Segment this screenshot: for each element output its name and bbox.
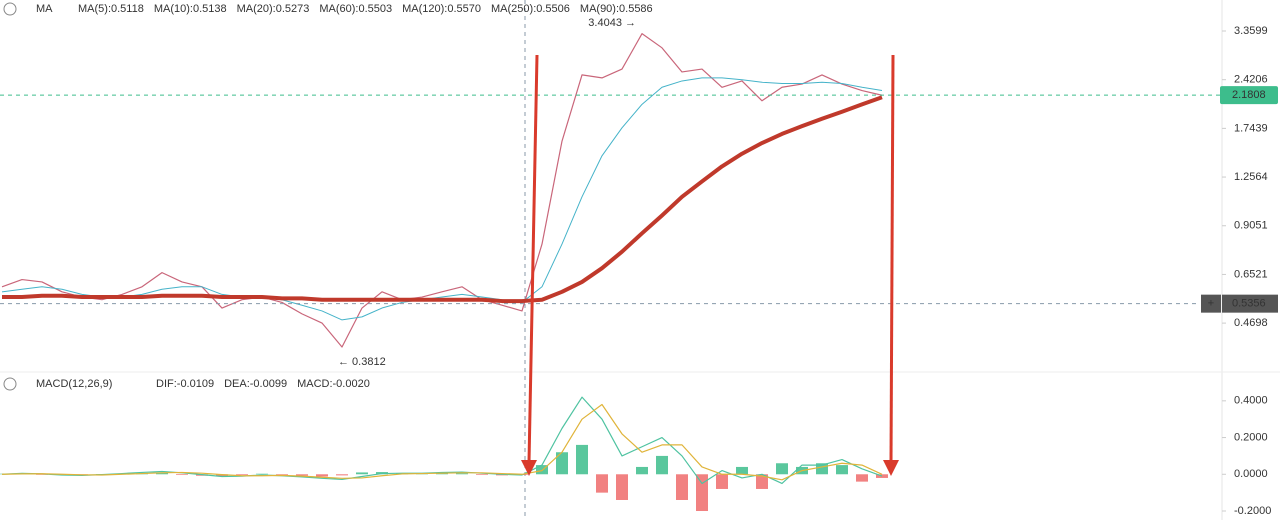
legend-item: MA(60):0.5503 — [319, 3, 392, 15]
histogram-bar — [736, 466, 748, 475]
legend-item: MA(5):0.5118 — [78, 3, 144, 15]
histogram-bar — [696, 474, 708, 512]
histogram-bar — [276, 474, 288, 476]
series-line — [1, 33, 883, 348]
histogram-bar — [296, 474, 308, 476]
series-line — [1, 396, 883, 485]
legend-item: MACD:-0.0020 — [297, 378, 370, 390]
histogram-bar — [596, 474, 608, 493]
legend-item: MA(120):0.5570 — [402, 3, 481, 15]
histogram-bar — [816, 463, 828, 475]
collapse-icon[interactable] — [3, 377, 17, 391]
last-price-label: 2.1808 — [1232, 89, 1266, 101]
histogram-bar — [776, 463, 788, 475]
histogram-bar — [216, 474, 228, 477]
y-tick-label: 0.0000 — [1234, 468, 1268, 480]
histogram-bar — [616, 474, 628, 500]
histogram-bar — [756, 474, 768, 489]
legend-item: MA(20):0.5273 — [237, 3, 310, 15]
legend-item: DEA:-0.0099 — [224, 378, 287, 390]
y-tick-label: 0.4000 — [1234, 395, 1268, 407]
legend-item: MA(90):0.5586 — [580, 3, 653, 15]
histogram-bar — [456, 473, 468, 475]
legend-item: MA(10):0.5138 — [154, 3, 227, 15]
annotation-arrows — [521, 54, 899, 476]
y-tick-label: 0.6521 — [1234, 268, 1268, 280]
crosshair-add-button[interactable] — [1201, 294, 1221, 313]
histogram-bar — [316, 474, 328, 477]
y-tick-label: 3.3599 — [1234, 25, 1268, 37]
arrow — [889, 54, 895, 463]
panel-header: MACD(12,26,9) — [36, 378, 112, 390]
histogram-bar — [856, 474, 868, 482]
histogram-bar — [336, 474, 348, 476]
histogram-bar — [836, 465, 848, 475]
series-line — [1, 403, 883, 481]
arrow-head — [883, 460, 899, 476]
plus-icon: + — [1208, 298, 1214, 310]
histogram-bar — [476, 474, 488, 476]
y-tick-label: 0.4698 — [1234, 317, 1268, 329]
annotation: ← 0.3812 — [338, 356, 386, 368]
legend-item: DIF:-0.0109 — [156, 378, 214, 390]
histogram-bar — [536, 465, 548, 475]
histogram-bar — [176, 474, 188, 476]
histogram-bar — [636, 466, 648, 475]
histogram-bar — [156, 472, 168, 475]
arrow — [527, 54, 539, 463]
series-line — [1, 77, 883, 321]
histogram-bar — [236, 474, 248, 476]
histogram-bar — [256, 473, 268, 475]
histogram-bar — [716, 474, 728, 489]
histogram-bar — [576, 444, 588, 475]
y-tick-label: 0.9051 — [1234, 220, 1268, 232]
crosshair-price-tag — [1222, 294, 1278, 313]
crosshair-price-label: 0.5356 — [1232, 298, 1266, 310]
histogram-bar — [356, 472, 368, 475]
collapse-icon[interactable] — [3, 2, 17, 16]
histogram-bar — [656, 455, 668, 475]
histogram-bar — [36, 474, 48, 475]
histogram-bar — [556, 452, 568, 475]
y-tick-label: 1.7439 — [1234, 122, 1268, 134]
y-tick-label: 2.4206 — [1234, 74, 1268, 86]
annotation: 3.4043 → — [588, 17, 636, 29]
arrow-head — [521, 460, 537, 476]
y-tick-label: -0.2000 — [1234, 505, 1271, 517]
series-line — [2, 95, 883, 304]
histogram-bar — [676, 474, 688, 500]
last-price-tag — [1220, 86, 1278, 105]
y-tick-label: 0.2000 — [1234, 431, 1268, 443]
panel-header: MA — [36, 3, 53, 15]
y-tick-label: 1.2564 — [1234, 171, 1268, 183]
legend-item: MA(250):0.5506 — [491, 3, 570, 15]
